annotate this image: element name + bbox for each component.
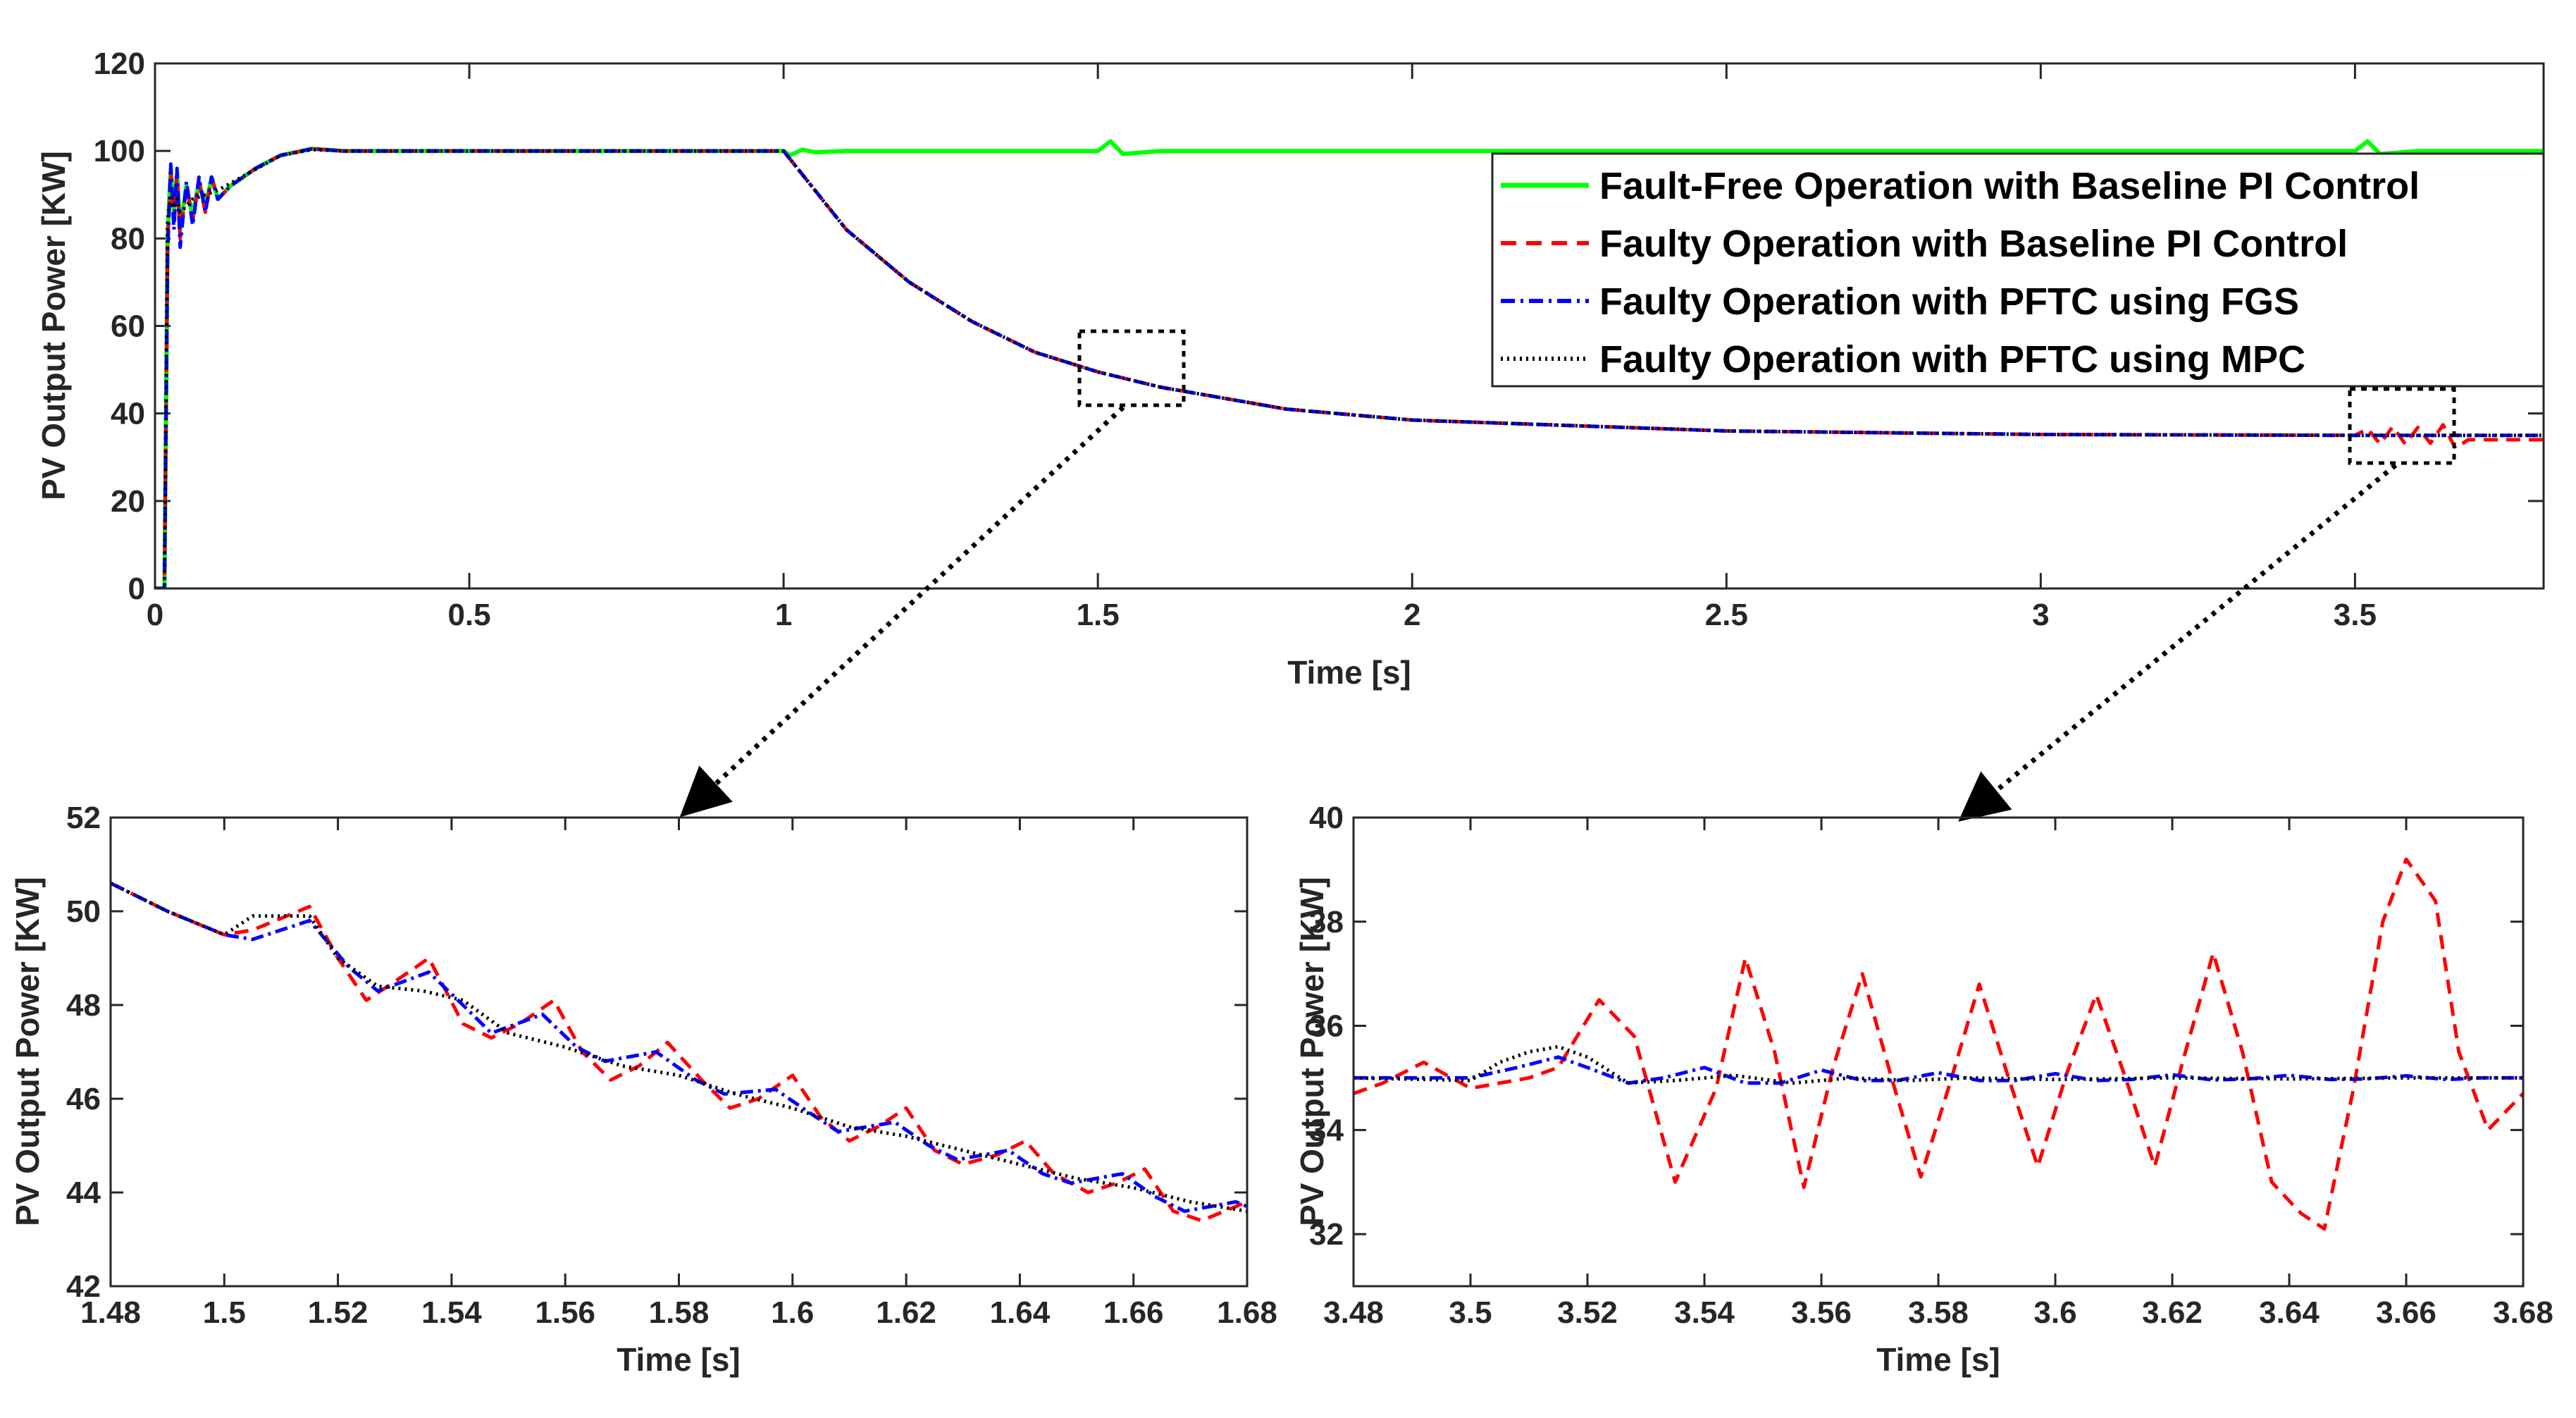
zoom-right-chart: 3.48 3.5 3.52 3.54 3.56 3.58 3.6 3.62 3.64 3.66 3.… — [1294, 801, 2553, 1378]
y-tick-label: 40 — [111, 397, 145, 431]
main-tick-labels: 0 0.5 1 1.5 2 2.5 3 3.5 0 20 40 60 80 100 120 — [94, 47, 2377, 632]
x-tick-label: 1.6 — [771, 1295, 814, 1330]
y-tick-label: 20 — [111, 484, 145, 519]
y-tick-label: 0 — [128, 572, 145, 606]
zoom-left-plot-frame — [109, 816, 1249, 1288]
y-tick-label: 34 — [1309, 1113, 1344, 1147]
zoom-left-chart: 1.48 1.5 1.52 1.54 1.56 1.58 1.6 1.62 1.64 1.66 1.… — [9, 801, 1277, 1378]
y-tick-label: 50 — [66, 894, 101, 929]
zoom-right-x-axis-label: Time [s] — [1876, 1341, 2000, 1378]
x-tick-label: 2.5 — [1705, 598, 1748, 632]
legend-entry-faulty-pi: Faulty Operation with Baseline PI Contro… — [1501, 223, 2348, 265]
zoom-arrow-left — [679, 405, 1125, 818]
legend-label-faulty-pi: Faulty Operation with Baseline PI Contro… — [1599, 223, 2348, 265]
main-chart: 0 0.5 1 1.5 2 2.5 3 3.5 0 20 40 60 80 100 120 Time [s]… — [35, 47, 2545, 691]
series-line-pftc-fgs — [111, 881, 1247, 1214]
x-tick-label: 3.66 — [2376, 1295, 2436, 1330]
x-tick-label: 2 — [1404, 598, 1420, 632]
zoom-arrow-right — [1958, 463, 2398, 822]
y-tick-label: 32 — [1309, 1217, 1344, 1252]
main-series-lines — [155, 139, 2544, 588]
y-tick-label: 38 — [1309, 905, 1344, 939]
zoom-left-series-lines — [111, 881, 1247, 1223]
y-tick-label: 42 — [66, 1269, 101, 1304]
x-tick-label: 1.68 — [1217, 1295, 1277, 1330]
series-line-pftc-mpc — [111, 881, 1247, 1214]
series-line-pftc-mpc — [1354, 1044, 2523, 1085]
x-tick-label: 1.62 — [876, 1295, 936, 1330]
x-tick-label: 3.64 — [2259, 1295, 2320, 1330]
x-tick-label: 3 — [2032, 598, 2049, 632]
zoom-box-left — [1077, 329, 1186, 407]
y-tick-label: 40 — [1309, 801, 1344, 835]
legend-entry-pftc-mpc: Faulty Operation with PFTC using MPC — [1501, 338, 2305, 381]
zoom-right-series-lines — [1354, 857, 2523, 1231]
x-tick-label: 3.56 — [1791, 1295, 1852, 1330]
x-tick-label: 0 — [147, 598, 163, 632]
zoom-right-axes-ticks — [1352, 816, 2525, 1286]
x-tick-label: 1 — [775, 598, 792, 632]
legend-box — [1491, 152, 2545, 388]
main-x-axis-label: Time [s] — [1287, 654, 1411, 691]
zoom-left-x-axis-label: Time [s] — [617, 1341, 741, 1378]
y-tick-label: 100 — [94, 134, 145, 168]
series-line-pftc-fgs — [155, 147, 2544, 588]
zoom-left-y-axis-label: PV Output Power [KW] — [9, 877, 46, 1226]
x-tick-label: 3.54 — [1674, 1295, 1735, 1330]
x-tick-label: 1.66 — [1103, 1295, 1164, 1330]
zoom-left-tick-labels: 1.48 1.5 1.52 1.54 1.56 1.58 1.6 1.62 1.64 1.66 1.… — [66, 801, 1277, 1330]
y-tick-label: 60 — [111, 309, 145, 344]
series-line-pftc-mpc — [155, 147, 2544, 588]
zoom-left-axes-ticks — [109, 816, 1249, 1288]
x-tick-label: 1.5 — [1077, 598, 1120, 632]
y-tick-label: 80 — [111, 221, 145, 256]
x-tick-label: 1.58 — [649, 1295, 710, 1330]
legend-label-pftc-mpc: Faulty Operation with PFTC using MPC — [1599, 338, 2305, 381]
x-tick-label: 3.48 — [1323, 1295, 1384, 1330]
y-tick-label: 120 — [94, 47, 145, 81]
y-tick-label: 46 — [66, 1082, 101, 1116]
series-line-faulty-pi — [1354, 857, 2523, 1231]
zoom-box-right — [2348, 387, 2456, 465]
legend-label-fault-free: Fault-Free Operation with Baseline PI Co… — [1599, 165, 2420, 207]
y-tick-label: 44 — [66, 1176, 101, 1210]
x-tick-label: 3.58 — [1908, 1295, 1969, 1330]
y-tick-label: 48 — [66, 988, 101, 1023]
series-line-pftc-fgs — [1354, 1055, 2523, 1085]
main-y-axis-label: PV Output Power [KW] — [35, 151, 72, 500]
x-tick-label: 1.56 — [535, 1295, 595, 1330]
main-legend: Fault-Free Operation with Baseline PI Co… — [1491, 152, 2545, 388]
legend-entry-fault-free: Fault-Free Operation with Baseline PI Co… — [1501, 165, 2420, 207]
zoom-right-plot-frame — [1352, 816, 2525, 1288]
zoom-right-tick-labels: 3.48 3.5 3.52 3.54 3.56 3.58 3.6 3.62 3.64 3.66 3.… — [1309, 801, 2553, 1330]
zoom-right-y-axis-label: PV Output Power [KW] — [1294, 877, 1330, 1226]
x-tick-label: 0.5 — [447, 598, 490, 632]
series-line-faulty-pi — [111, 881, 1247, 1223]
x-tick-label: 1.5 — [203, 1295, 246, 1330]
y-tick-label: 36 — [1309, 1009, 1344, 1044]
x-tick-label: 1.52 — [308, 1295, 369, 1330]
x-tick-label: 3.5 — [1449, 1295, 1492, 1330]
x-tick-label: 1.64 — [990, 1295, 1051, 1330]
x-tick-label: 3.68 — [2493, 1295, 2553, 1330]
legend-label-pftc-fgs: Faulty Operation with PFTC using FGS — [1599, 280, 2299, 323]
x-tick-label: 1.54 — [421, 1295, 482, 1330]
legend-entry-pftc-fgs: Faulty Operation with PFTC using FGS — [1501, 280, 2299, 323]
x-tick-label: 3.5 — [2334, 598, 2377, 632]
x-tick-label: 3.62 — [2142, 1295, 2203, 1330]
x-tick-label: 3.6 — [2033, 1295, 2076, 1330]
x-tick-label: 1.48 — [80, 1295, 141, 1330]
y-tick-label: 52 — [66, 801, 101, 835]
x-tick-label: 3.52 — [1557, 1295, 1618, 1330]
